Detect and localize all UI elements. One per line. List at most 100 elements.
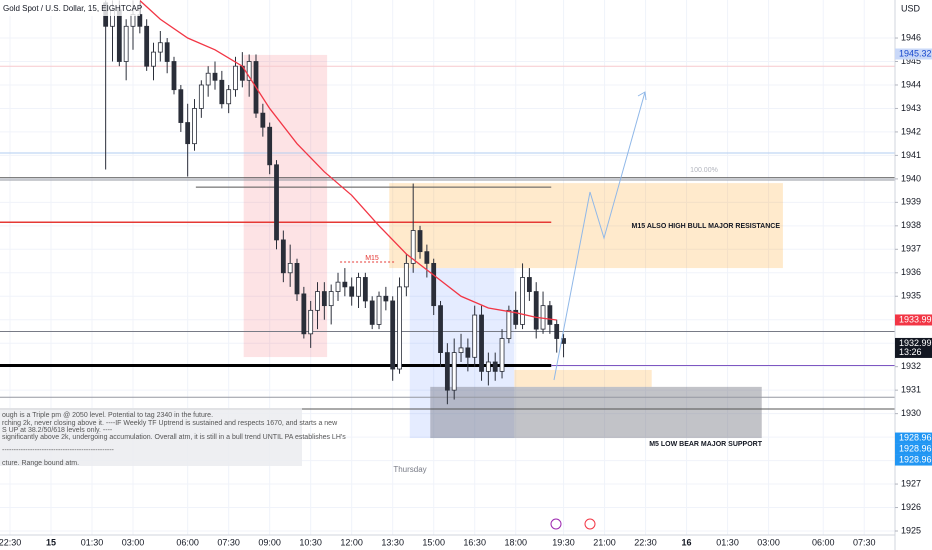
candle-body	[397, 286, 402, 370]
candle-body	[349, 286, 355, 297]
event-icon[interactable]	[584, 518, 596, 530]
candle-body	[376, 295, 382, 325]
x-tick-label: 15:00	[422, 537, 445, 547]
y-tick-label: 1945	[901, 56, 921, 66]
x-tick-label: 13:30	[381, 537, 404, 547]
candle-body	[506, 309, 512, 339]
x-tick-label: 15	[46, 537, 56, 547]
note-box	[0, 408, 302, 466]
price-label: 1932.99	[899, 338, 932, 348]
candle-body	[144, 25, 150, 67]
candle-body	[246, 61, 252, 81]
y-tick-label: 1942	[901, 126, 921, 136]
zone	[389, 183, 783, 269]
note: rching 2k, never closing above it. ----I…	[2, 420, 338, 427]
candle-body	[492, 361, 498, 372]
candle-body	[335, 281, 341, 292]
candle-body	[485, 361, 491, 372]
y-tick-label: 1925	[901, 525, 921, 535]
y-tick-label: 1930	[901, 408, 921, 418]
candle-body	[458, 347, 464, 353]
x-tick-label: 21:00	[593, 537, 616, 547]
x-tick-label: 01:30	[81, 537, 104, 547]
candle-body	[294, 262, 300, 295]
x-tick-label: 19:30	[552, 537, 575, 547]
x-tick-label: 07:30	[217, 537, 240, 547]
candle-body	[547, 305, 553, 325]
chart-title: Gold Spot / U.S. Dollar, 15, EIGHTCAP	[3, 4, 142, 13]
zone	[430, 386, 762, 439]
price-label: 1945.32	[899, 48, 932, 58]
x-tick-label: 16:30	[463, 537, 486, 547]
zone-label: M15 ALSO HIGH BULL MAJOR RESISTANCE	[632, 223, 781, 230]
candle-body	[123, 25, 129, 62]
price-label: 1928.96	[899, 454, 932, 464]
candle-body	[116, 9, 122, 62]
candle-body	[260, 112, 266, 128]
candle-body	[472, 314, 478, 358]
candle-body	[130, 14, 136, 27]
x-tick-label: 16	[682, 537, 692, 547]
candle-body	[274, 164, 279, 241]
line-label: M15	[365, 255, 379, 262]
zone-label: M5 LOW BEAR MAJOR SUPPORT	[649, 441, 763, 448]
candle-body	[212, 72, 218, 81]
candle-body	[192, 108, 197, 145]
x-tick-label: 12:00	[340, 537, 363, 547]
candle-body	[451, 352, 457, 391]
x-tick-label: 07:30	[853, 537, 876, 547]
note: cture. Range bound atm.	[2, 460, 79, 467]
candle-body	[533, 291, 539, 330]
candle-body	[410, 230, 416, 264]
candle-body	[540, 305, 546, 330]
price-label-bg	[895, 432, 932, 444]
price-label-bg	[895, 443, 932, 455]
candle-body	[513, 309, 519, 325]
candle-body	[526, 277, 532, 292]
y-tick-label: 1943	[901, 103, 921, 113]
candle-body	[164, 42, 170, 62]
candle-body	[362, 277, 368, 302]
y-tick-label: 1932	[901, 361, 921, 371]
x-tick-label: 03:00	[757, 537, 780, 547]
candle-body	[444, 352, 450, 391]
candle-body	[267, 126, 273, 166]
candle-body	[438, 305, 443, 353]
candle-body	[157, 42, 163, 53]
candle-body	[287, 262, 293, 274]
x-tick-label: 06:00	[176, 537, 199, 547]
projection-arrow	[553, 91, 647, 381]
currency: USD	[901, 3, 921, 13]
note: ough is a Triple pm @ 2050 level. Potent…	[2, 412, 213, 419]
candle-body	[356, 277, 361, 297]
candle-body	[465, 347, 471, 358]
x-tick-label: 06:00	[812, 537, 835, 547]
note: S UP at 38.2/50/618 levels only. ----	[2, 427, 113, 434]
x-tick-label: 03:00	[122, 537, 145, 547]
candle-body	[328, 291, 334, 307]
candle-body	[424, 251, 430, 264]
candle-body	[198, 84, 204, 109]
event-icon[interactable]	[550, 518, 562, 530]
y-tick-label: 1926	[901, 502, 921, 512]
candle-body	[151, 51, 156, 67]
x-tick-label: 09:00	[258, 537, 281, 547]
x-tick-label: 22:30	[0, 537, 21, 547]
note: ----------------------------------------…	[2, 447, 115, 454]
candle-body	[226, 89, 232, 105]
candle-body	[280, 239, 286, 274]
price-label: 1928.96	[899, 443, 932, 453]
candle-body	[390, 300, 396, 370]
candle-body	[417, 230, 423, 253]
candle-body	[554, 324, 560, 339]
candle-body	[185, 122, 191, 145]
x-tick-label: 22:30	[634, 537, 657, 547]
candle-body	[308, 309, 314, 335]
candle-body	[342, 281, 348, 288]
candle-body	[171, 61, 177, 91]
candle-body	[479, 314, 484, 372]
price-label-bg	[895, 337, 932, 358]
y-tick-label: 1938	[901, 220, 921, 230]
candle-body	[219, 79, 225, 105]
